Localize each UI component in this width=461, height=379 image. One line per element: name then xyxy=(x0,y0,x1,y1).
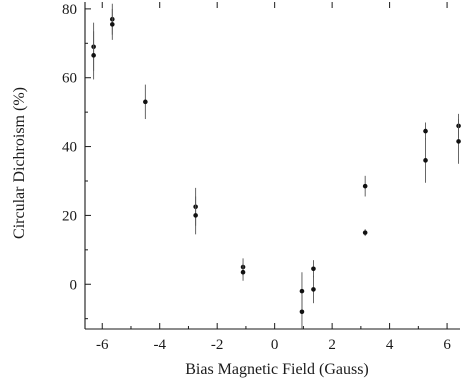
y-tick-label: 0 xyxy=(70,277,78,293)
data-point xyxy=(362,183,368,189)
y-axis-label: Circular Dichroism (%) xyxy=(11,87,28,239)
data-point xyxy=(362,230,368,235)
y-tick-label: 60 xyxy=(62,71,77,87)
x-tick-label: 0 xyxy=(271,337,279,353)
x-tick-label: 4 xyxy=(386,337,394,353)
data-point xyxy=(299,288,305,294)
x-tick-label: 6 xyxy=(443,337,451,353)
y-tick-label: 20 xyxy=(62,208,77,224)
data-point xyxy=(193,213,198,218)
data-points xyxy=(91,3,461,329)
data-point xyxy=(423,158,428,163)
x-tick-label: -6 xyxy=(96,337,109,353)
data-point xyxy=(423,128,428,134)
data-point xyxy=(143,99,148,105)
data-point xyxy=(311,266,316,272)
data-point xyxy=(311,287,316,292)
x-axis-label: Bias Magnetic Field (Gauss) xyxy=(185,361,369,378)
plot-frame xyxy=(84,2,460,330)
y-tick-label: 40 xyxy=(62,140,77,156)
data-point xyxy=(456,139,461,144)
data-point xyxy=(299,309,305,315)
x-tick-label: -4 xyxy=(153,337,166,353)
data-point xyxy=(109,22,115,27)
y-tick-label: 80 xyxy=(62,2,77,18)
y-axis: 0 20 40 60 80 xyxy=(62,2,91,320)
x-tick-label: -2 xyxy=(211,337,224,353)
x-axis: -6 -4 -2 0 2 4 6 xyxy=(96,2,451,353)
data-point xyxy=(240,269,246,275)
x-tick-label: 2 xyxy=(328,337,336,353)
data-point xyxy=(91,53,96,58)
